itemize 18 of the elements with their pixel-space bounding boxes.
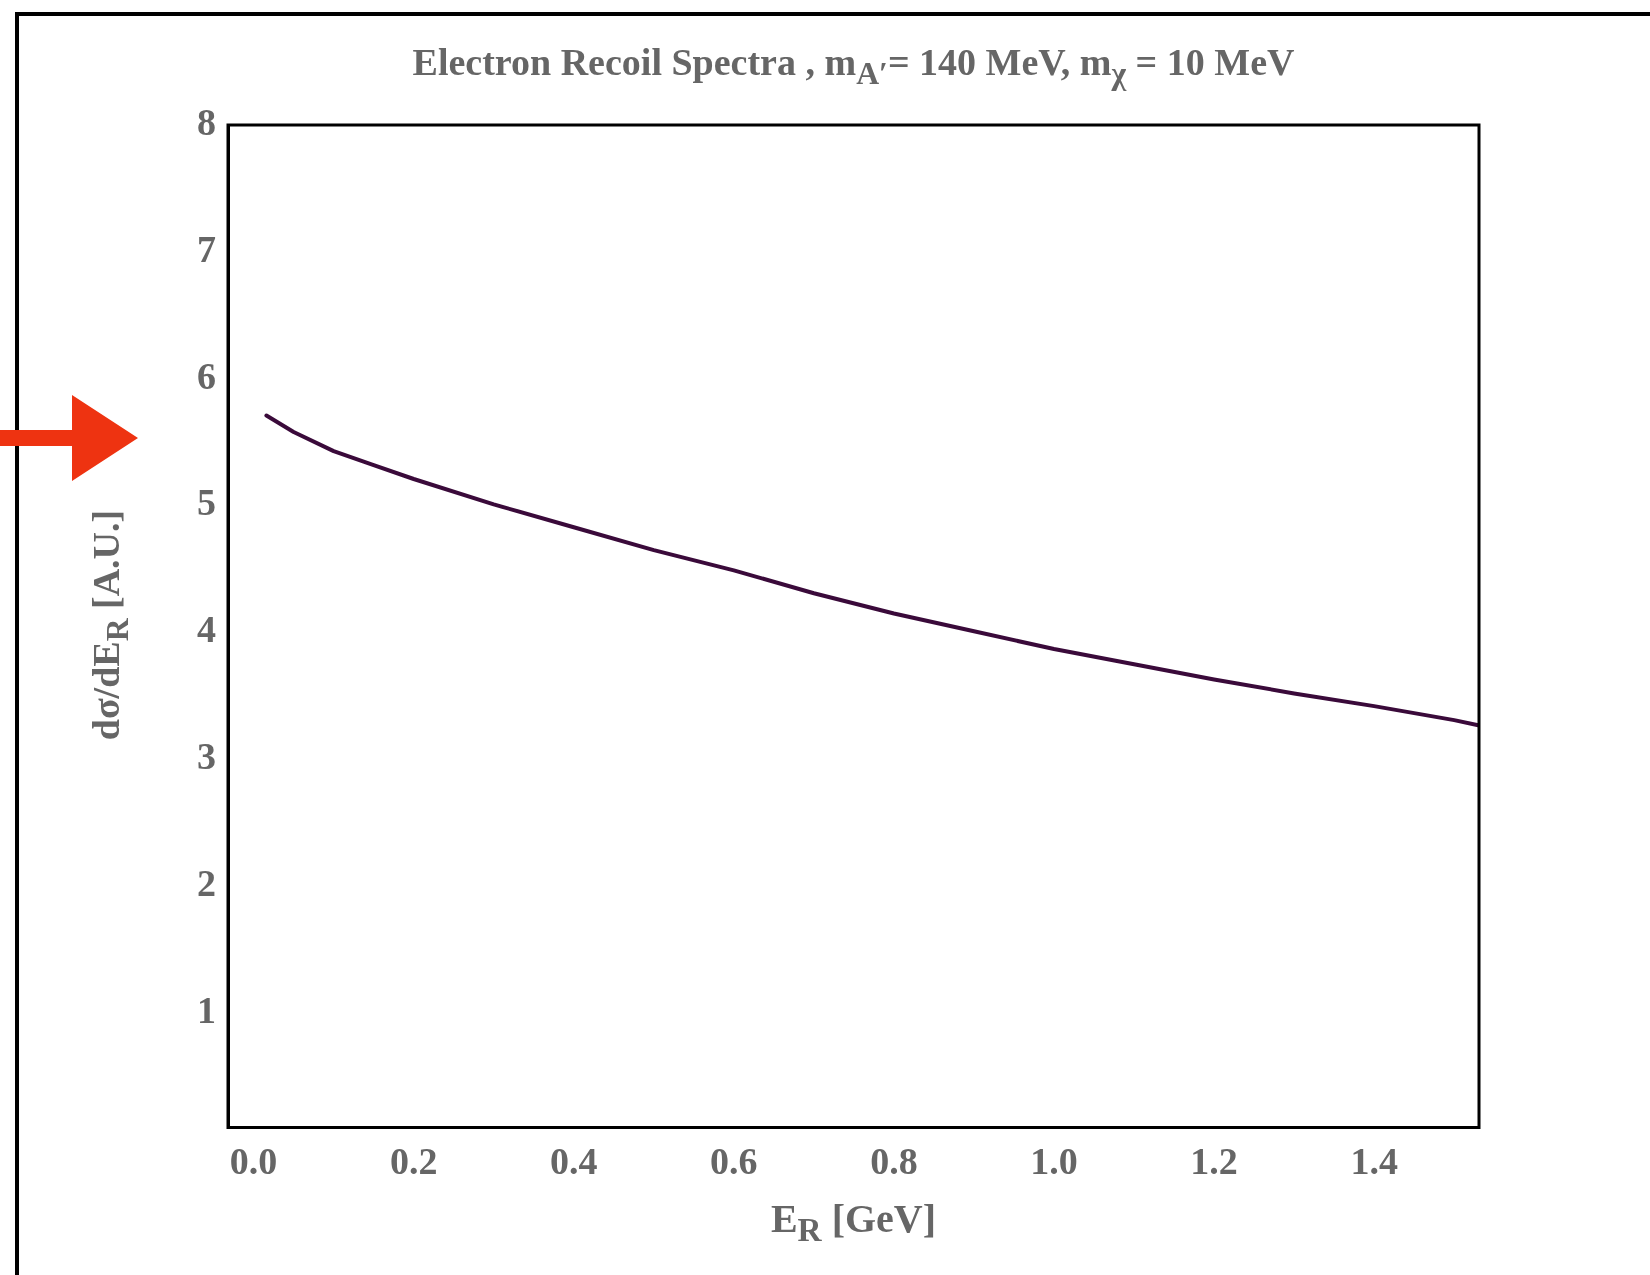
x-tick-label: 0.2 <box>389 1140 438 1183</box>
y-tick-label: 5 <box>197 481 216 524</box>
x-tick-label: 0.8 <box>870 1140 918 1183</box>
y-tick-label: 6 <box>197 354 216 397</box>
x-tick-label: 0.4 <box>550 1140 598 1183</box>
y-tick-label: 8 <box>197 100 216 143</box>
x-tick-label: 1.4 <box>1350 1140 1398 1183</box>
x-tick-label: 0.6 <box>710 1140 758 1183</box>
chart-title: Electron Recoil Spectra , m$_{A′}$= 140 MeV, m$_{χ}$ = 10 MeV <box>411 40 1296 92</box>
x-tick-label: 0.0 <box>229 1140 278 1183</box>
y-tick-label: 2 <box>197 862 216 905</box>
y-tick-label: 7 <box>197 227 216 270</box>
x-tick-label: 1.0 <box>1030 1140 1078 1183</box>
y-tick-label: 3 <box>197 735 216 778</box>
x-axis-title: E$_{R}$ [GeV] <box>769 1195 938 1249</box>
y-tick-label: 1 <box>197 989 216 1032</box>
y-tick-label: 4 <box>197 608 216 651</box>
x-tick-label: 1.2 <box>1190 1140 1238 1183</box>
